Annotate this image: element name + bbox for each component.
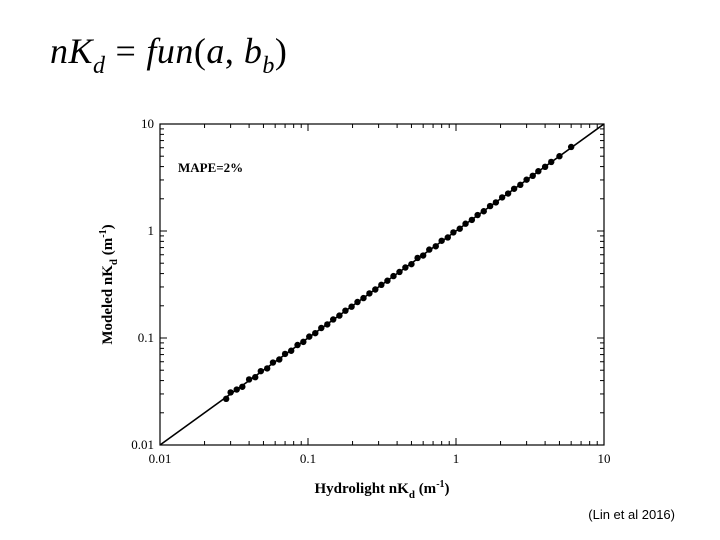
x-tick-label: 1 bbox=[453, 451, 460, 466]
data-point bbox=[567, 143, 575, 151]
data-point bbox=[372, 286, 379, 293]
y-axis-label-close: ) bbox=[100, 224, 116, 229]
data-point bbox=[517, 181, 524, 189]
data-point bbox=[300, 338, 307, 346]
y-axis-label-sub: d bbox=[108, 259, 120, 265]
data-points bbox=[222, 143, 575, 403]
data-point bbox=[342, 307, 349, 314]
data-point bbox=[269, 359, 277, 366]
data-point bbox=[523, 176, 530, 183]
data-point bbox=[288, 347, 295, 354]
data-point bbox=[366, 290, 373, 297]
y-axis-label: Modeled nKd (m-1) bbox=[98, 224, 120, 344]
x-axis-label-sub: d bbox=[409, 489, 415, 501]
data-point bbox=[486, 202, 494, 210]
data-point bbox=[504, 190, 512, 197]
data-point bbox=[306, 333, 313, 340]
equation-comma: , bbox=[224, 31, 244, 71]
x-tick-label: 10 bbox=[598, 451, 611, 466]
data-point bbox=[252, 374, 259, 381]
plot-frame bbox=[159, 123, 605, 446]
equation-arg1: a bbox=[206, 31, 225, 71]
data-point bbox=[312, 329, 319, 337]
data-point bbox=[329, 316, 337, 323]
data-point bbox=[468, 216, 476, 224]
y-tick-label: 0.01 bbox=[131, 437, 154, 452]
x-axis-label-main: Hydrolight nK bbox=[314, 481, 409, 497]
data-point bbox=[281, 350, 289, 358]
data-point bbox=[462, 220, 469, 227]
data-point bbox=[510, 185, 518, 192]
equation-lhs-subscript: d bbox=[93, 53, 106, 79]
data-point bbox=[378, 281, 385, 289]
data-point bbox=[414, 254, 421, 262]
data-point bbox=[396, 268, 403, 276]
data-point bbox=[498, 194, 506, 201]
y-axis-label-sup: -1 bbox=[98, 229, 109, 237]
data-point bbox=[432, 243, 439, 250]
data-point bbox=[263, 365, 271, 372]
data-point bbox=[548, 158, 555, 166]
data-point bbox=[318, 324, 325, 332]
equation-arg2: b bbox=[243, 31, 263, 71]
mape-annotation: MAPE=2% bbox=[178, 160, 243, 175]
data-point bbox=[556, 153, 563, 160]
data-point bbox=[450, 229, 457, 236]
y-axis-label-unit: (m bbox=[100, 237, 116, 255]
data-point bbox=[257, 367, 265, 375]
data-point bbox=[480, 208, 487, 215]
data-point bbox=[438, 237, 445, 244]
data-point bbox=[245, 376, 253, 383]
equation-arg2-subscript: b bbox=[262, 53, 275, 79]
data-point bbox=[360, 294, 367, 302]
data-point bbox=[402, 264, 409, 271]
data-point bbox=[384, 277, 391, 284]
x-axis-label-close: ) bbox=[445, 481, 450, 497]
data-point bbox=[492, 199, 500, 206]
data-point bbox=[535, 168, 542, 175]
y-tick-label: 10 bbox=[141, 116, 154, 131]
equation-open-paren: ( bbox=[193, 31, 207, 71]
data-point bbox=[222, 395, 230, 403]
x-axis-label-unit: (m bbox=[419, 481, 437, 497]
data-point bbox=[348, 303, 355, 310]
data-point bbox=[294, 341, 301, 349]
citation-text: (Lin et al 2016) bbox=[588, 507, 675, 522]
data-point bbox=[276, 356, 283, 363]
data-point bbox=[444, 234, 451, 241]
x-axis-label: Hydrolight nKd (m-1) bbox=[314, 479, 449, 501]
data-point bbox=[541, 163, 549, 171]
data-point bbox=[324, 321, 331, 328]
data-point bbox=[390, 272, 397, 280]
data-point bbox=[354, 298, 361, 306]
x-axis-label-sup: -1 bbox=[436, 479, 444, 490]
data-point bbox=[408, 260, 415, 268]
y-tick-label: 0.1 bbox=[138, 330, 154, 345]
equation-close-paren: ) bbox=[274, 31, 288, 71]
data-point bbox=[474, 211, 481, 219]
x-tick-label: 0.01 bbox=[149, 451, 172, 466]
data-point bbox=[336, 312, 343, 319]
data-point bbox=[227, 389, 234, 396]
data-point bbox=[456, 225, 463, 232]
equation-function: fun bbox=[146, 31, 194, 71]
data-point bbox=[529, 172, 536, 180]
data-point bbox=[426, 246, 433, 253]
data-point bbox=[419, 252, 427, 259]
x-tick-label: 0.1 bbox=[300, 451, 316, 466]
data-point bbox=[239, 383, 246, 390]
equation-lhs: nK bbox=[50, 31, 94, 71]
equation-title: nKd = fun(a, bb) bbox=[50, 30, 287, 80]
y-tick-label: 1 bbox=[148, 223, 155, 238]
y-axis-label-main: Modeled nK bbox=[100, 265, 116, 345]
data-point bbox=[233, 386, 240, 393]
tick-layer: 0.01 0.1 1 10 0.01 0.1 1 10 bbox=[131, 116, 610, 466]
equation-equals: = bbox=[115, 31, 137, 71]
